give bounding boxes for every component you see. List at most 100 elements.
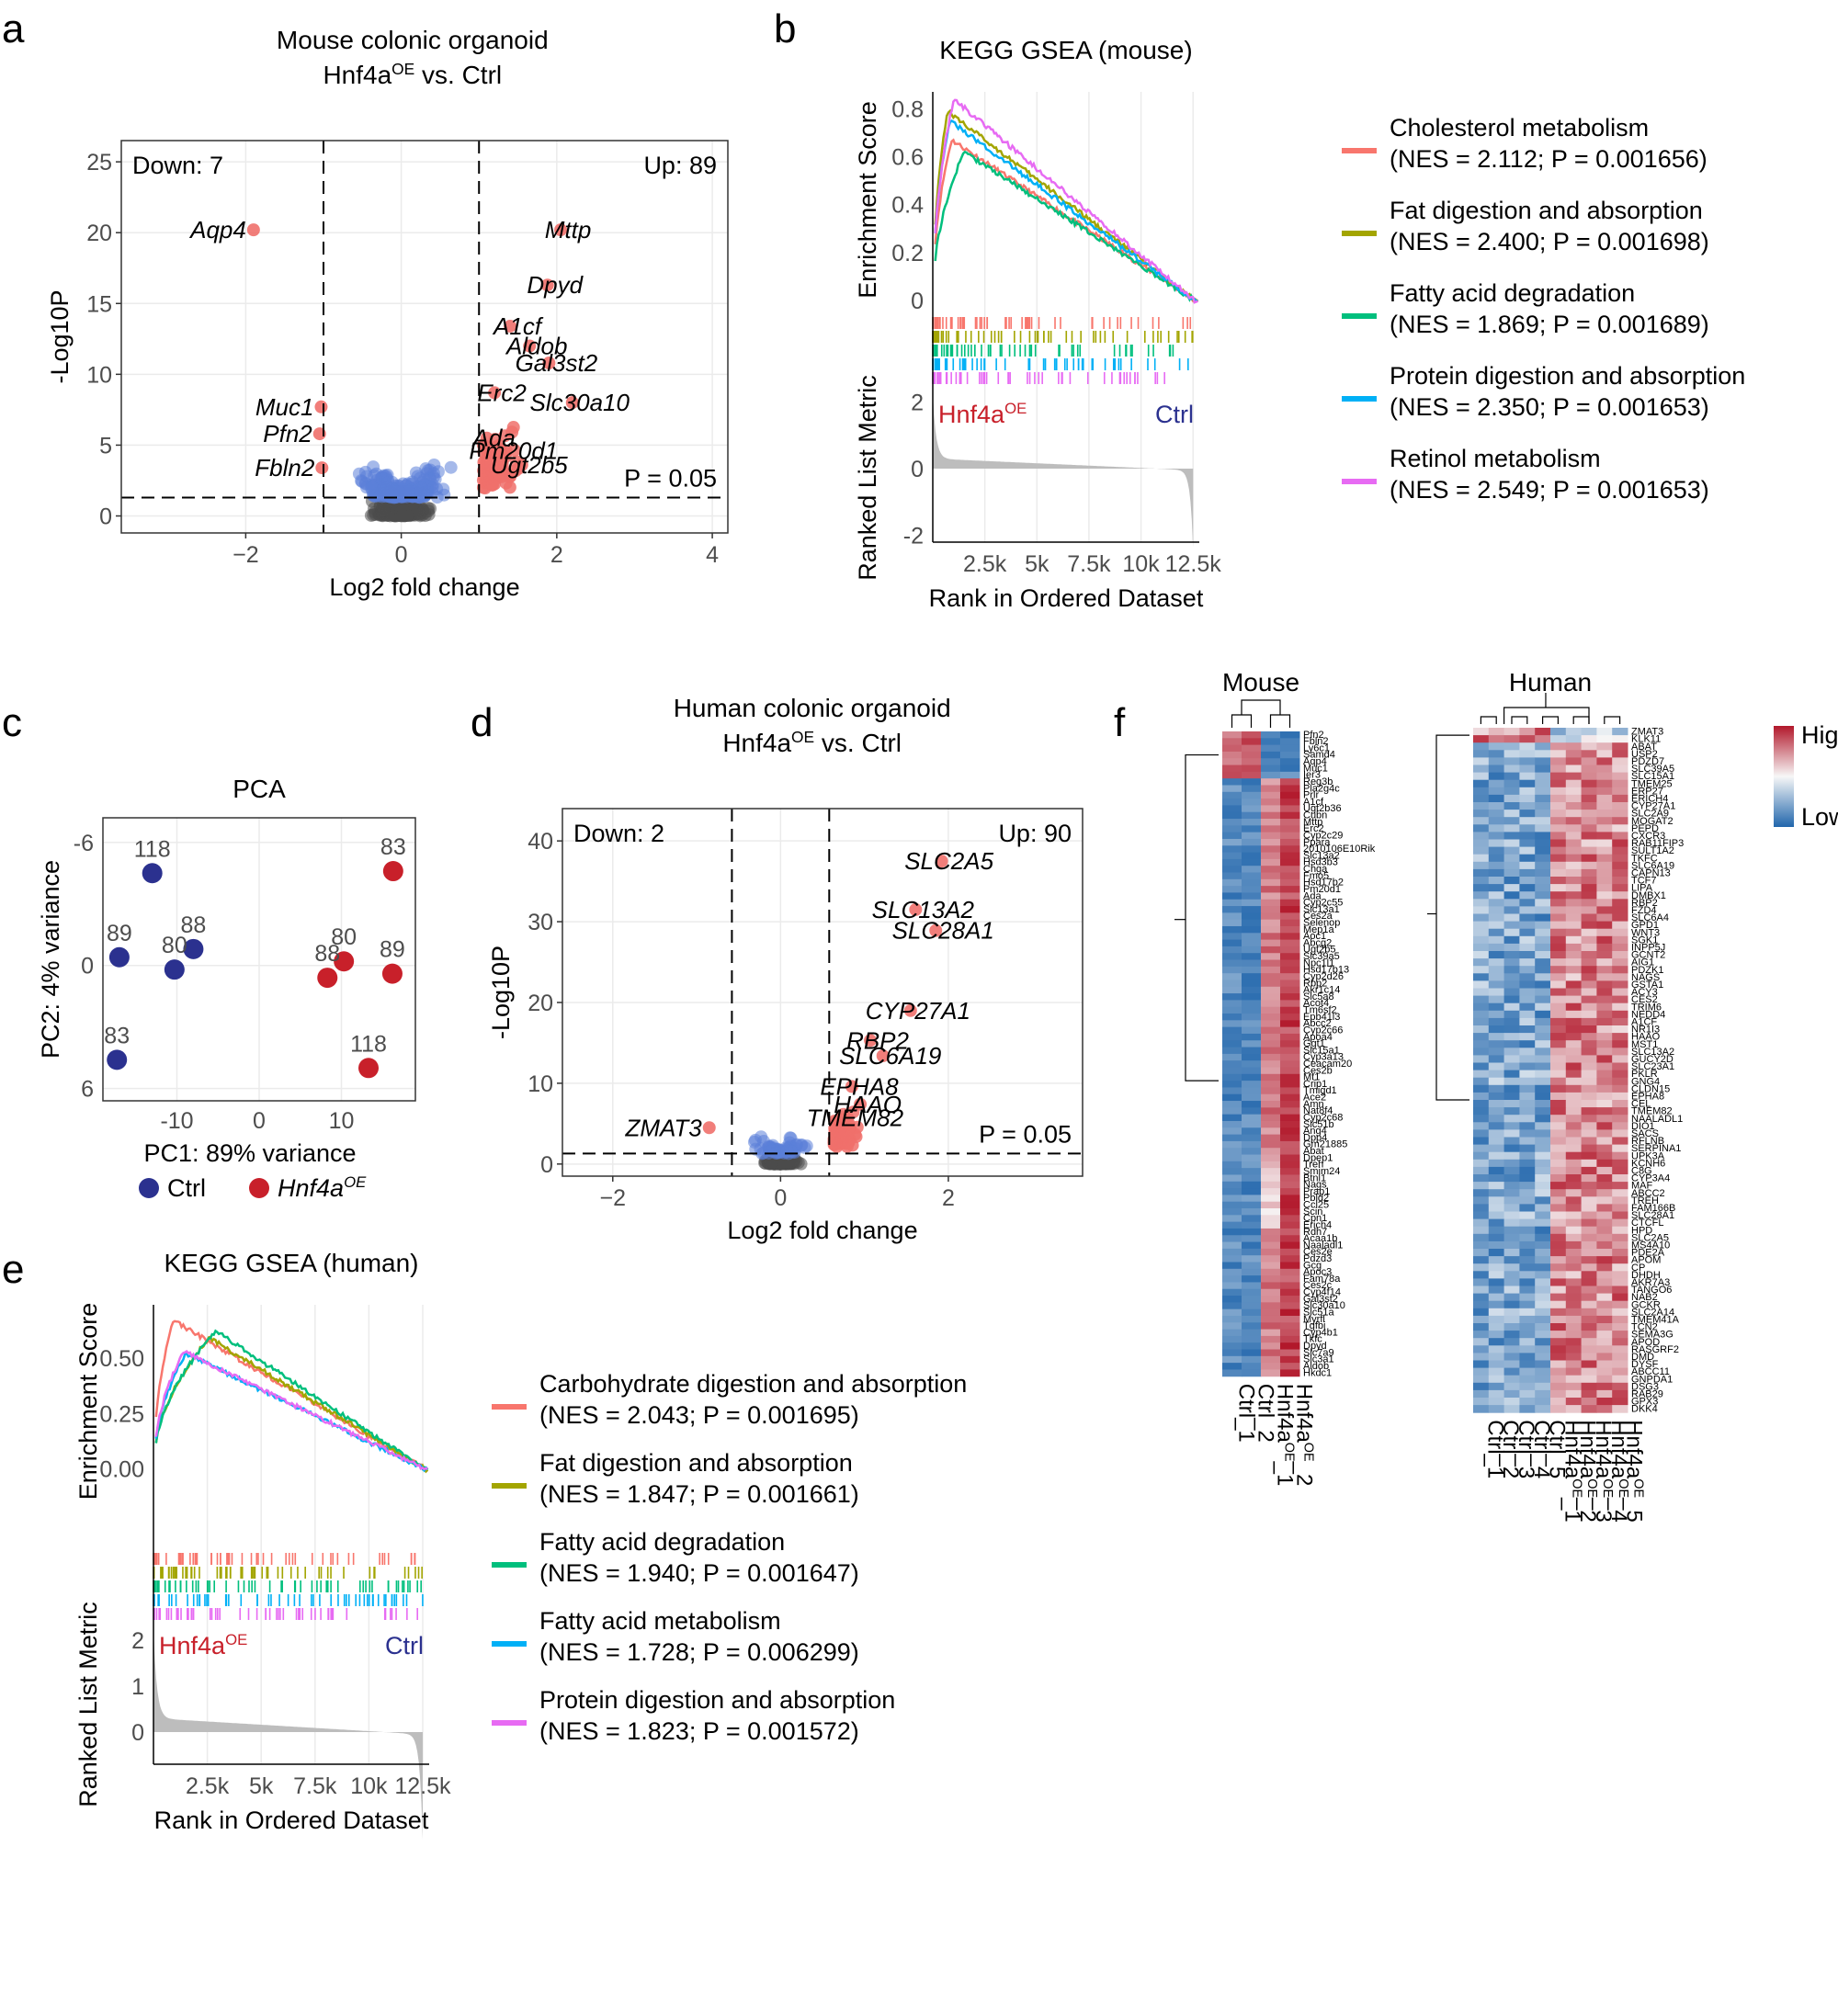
heatmap-cell: [1503, 779, 1520, 788]
heatmap-cell: [1535, 1226, 1551, 1235]
chart-title-line1: Human colonic organoid: [674, 698, 951, 722]
es-tick-label: 0: [911, 289, 924, 314]
heatmap-cell: [1473, 913, 1490, 923]
heatmap-cell: [1261, 1107, 1281, 1116]
mouse-gene-label: Cyp4b1: [1303, 1327, 1338, 1338]
heatmap-cell: [1488, 1300, 1505, 1309]
heatmap-cell: [1488, 1092, 1505, 1101]
heatmap-cell: [1612, 906, 1628, 914]
panel-letter-d: d: [471, 700, 493, 745]
heatmap-cell: [1519, 1189, 1536, 1197]
heatmap-cell: [1535, 1137, 1551, 1146]
heatmap-cell: [1242, 738, 1262, 746]
heatmap-cell: [1473, 1331, 1490, 1339]
heatmap-cell: [1261, 1355, 1281, 1364]
heatmap-cell: [1581, 810, 1597, 818]
mouse-gene-label: Mttp: [1303, 817, 1322, 828]
heatmap-cell: [1280, 1047, 1300, 1055]
heatmap-cell: [1565, 1196, 1583, 1205]
heatmap-cell: [1550, 877, 1567, 885]
heatmap-cell: [1596, 1367, 1613, 1376]
heatmap-cell: [1565, 980, 1583, 989]
heatmap-cell: [1535, 772, 1551, 781]
heatmap-cell: [1519, 1308, 1536, 1317]
sig-p-point: [747, 1135, 761, 1149]
mouse-gene-label: Abcg2: [1303, 937, 1332, 948]
heatmap-cell: [1550, 891, 1567, 900]
heatmap-cell: [1488, 1129, 1505, 1138]
human-gene-label: EPHA8: [1631, 1092, 1664, 1103]
heatmap-cell: [1473, 1218, 1490, 1228]
heatmap-cell: [1519, 958, 1536, 967]
heatmap-cell: [1222, 1235, 1242, 1243]
heatmap-cell: [1565, 1375, 1583, 1384]
heatmap-cell: [1503, 1300, 1520, 1309]
heatmap-cell: [1519, 995, 1536, 1004]
y-axis-label: -Log10P: [46, 289, 74, 383]
legend-name: Fatty acid metabolism: [539, 1607, 781, 1635]
heatmap-cell: [1596, 1137, 1613, 1146]
heatmap-cell: [1222, 1040, 1242, 1048]
heatmap-cell: [1261, 1296, 1281, 1303]
heatmap-cell: [1280, 1363, 1300, 1370]
heatmap-cell: [1261, 1148, 1281, 1156]
heatmap-cell: [1612, 1367, 1628, 1376]
heatmap-cell: [1581, 1055, 1597, 1063]
panel-b-letter-svg: b: [774, 6, 796, 51]
x-tick-label: 10k: [350, 1773, 388, 1799]
panel-letter-b: b: [774, 6, 796, 51]
human-col-label: Hnf4aOE_2: [1575, 1420, 1600, 1523]
heatmap-cell: [1242, 838, 1262, 846]
human-gene-label: APOM: [1631, 1255, 1661, 1266]
heatmap-cell: [1596, 1182, 1613, 1190]
gene-label: SLC2A5: [904, 847, 993, 875]
heatmap-cell: [1488, 1137, 1505, 1146]
heatmap-cell: [1581, 1240, 1597, 1250]
heatmap-cell: [1261, 852, 1281, 860]
heatmap-cell: [1242, 1255, 1262, 1263]
heatmap-cell: [1488, 1189, 1505, 1197]
human-gene-label: SACS: [1631, 1128, 1659, 1139]
human-gene-label: DHDH: [1631, 1270, 1661, 1281]
heatmap-cell: [1565, 1062, 1583, 1071]
heatmap-cell: [1488, 802, 1505, 810]
legend-name: Fat digestion and absorption: [1390, 197, 1703, 224]
heatmap-cell: [1473, 899, 1490, 907]
heatmap-cell: [1222, 771, 1242, 779]
heatmap-cell: [1596, 1285, 1613, 1295]
heatmap-cell: [1519, 1240, 1536, 1250]
human-gene-label: FZD4: [1631, 905, 1657, 916]
heatmap-cell: [1612, 1331, 1628, 1339]
heatmap-cell: [1565, 928, 1583, 937]
heatmap-cell: [1565, 824, 1583, 832]
heatmap-cell: [1280, 838, 1300, 846]
human-gene-label: GUCY2D: [1631, 1054, 1673, 1065]
heatmap-cell: [1222, 939, 1242, 947]
heatmap-cell: [1261, 872, 1281, 880]
heatmap-cell: [1612, 1033, 1628, 1041]
sig-p-point: [431, 465, 445, 479]
heatmap-cell: [1261, 1174, 1281, 1183]
human-gene-label: DIO1: [1631, 1121, 1655, 1132]
heatmap-cell: [1550, 906, 1567, 914]
heatmap-cell: [1581, 995, 1597, 1004]
mouse-gene-label: Slc51b: [1303, 1119, 1334, 1130]
heatmap-cell: [1488, 1331, 1505, 1339]
heatmap-cell: [1596, 1226, 1613, 1235]
heatmap-cell: [1612, 1398, 1628, 1406]
heatmap-cell: [1535, 913, 1551, 923]
heatmap-cell: [1280, 1060, 1300, 1068]
heatmap-cell: [1519, 973, 1536, 981]
human-gene-label: SLC15A1: [1631, 771, 1674, 782]
heatmap-cell: [1581, 764, 1597, 774]
heatmap-cell: [1261, 1262, 1281, 1270]
heatmap-cell: [1535, 802, 1551, 810]
heatmap-cell: [1473, 1308, 1490, 1317]
heatmap-cell: [1535, 899, 1551, 907]
heatmap-cell: [1261, 1241, 1281, 1250]
legend-stat: (NES = 2.112; P = 0.001656): [1390, 145, 1708, 173]
heatmap-cell: [1565, 1405, 1583, 1413]
human-col-label: Ctrl_2: [1498, 1420, 1523, 1478]
heatmap-cell: [1280, 1000, 1300, 1008]
heatmap-cell: [1473, 1300, 1490, 1309]
